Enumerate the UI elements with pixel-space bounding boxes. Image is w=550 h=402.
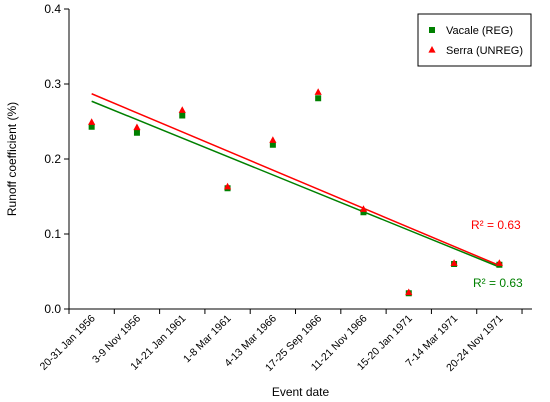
point-serra bbox=[450, 259, 458, 266]
r2-label-vacale: R² = 0.63 bbox=[473, 276, 523, 290]
point-vacale bbox=[133, 129, 140, 136]
legend-label: Serra (UNREG) bbox=[446, 45, 523, 57]
y-tick-label: 0.1 bbox=[44, 227, 61, 241]
legend-box bbox=[417, 13, 532, 67]
point-vacale bbox=[360, 209, 367, 216]
point-serra bbox=[269, 136, 277, 143]
point-serra bbox=[359, 205, 368, 212]
y-tick-label: 0.4 bbox=[44, 2, 61, 16]
x-tick-label: 20-31 Jan 1956 bbox=[38, 313, 98, 373]
r2-label-serra: R² = 0.63 bbox=[471, 218, 521, 232]
y-tick-label: 0.2 bbox=[44, 152, 61, 166]
y-tick-label: 0.3 bbox=[44, 77, 61, 91]
legend-marker-square bbox=[429, 27, 435, 33]
point-vacale bbox=[88, 123, 95, 130]
trendline-serra bbox=[91, 93, 500, 267]
legend-marker-triangle bbox=[428, 46, 436, 53]
point-serra bbox=[405, 288, 413, 296]
point-serra bbox=[314, 88, 322, 95]
point-vacale bbox=[269, 141, 276, 148]
point-serra bbox=[133, 123, 141, 131]
x-axis-title: Event date bbox=[272, 385, 330, 399]
point-vacale bbox=[315, 95, 322, 102]
y-axis-title: Runoff coefficient (%) bbox=[5, 102, 19, 216]
point-serra bbox=[223, 182, 232, 190]
y-tick-label: 0.0 bbox=[44, 302, 61, 316]
trendline-vacale bbox=[91, 100, 500, 268]
point-serra bbox=[88, 118, 96, 125]
point-vacale bbox=[179, 112, 186, 119]
point-serra bbox=[495, 259, 503, 266]
legend-label: Vacale (REG) bbox=[446, 25, 513, 37]
point-serra bbox=[178, 106, 186, 113]
